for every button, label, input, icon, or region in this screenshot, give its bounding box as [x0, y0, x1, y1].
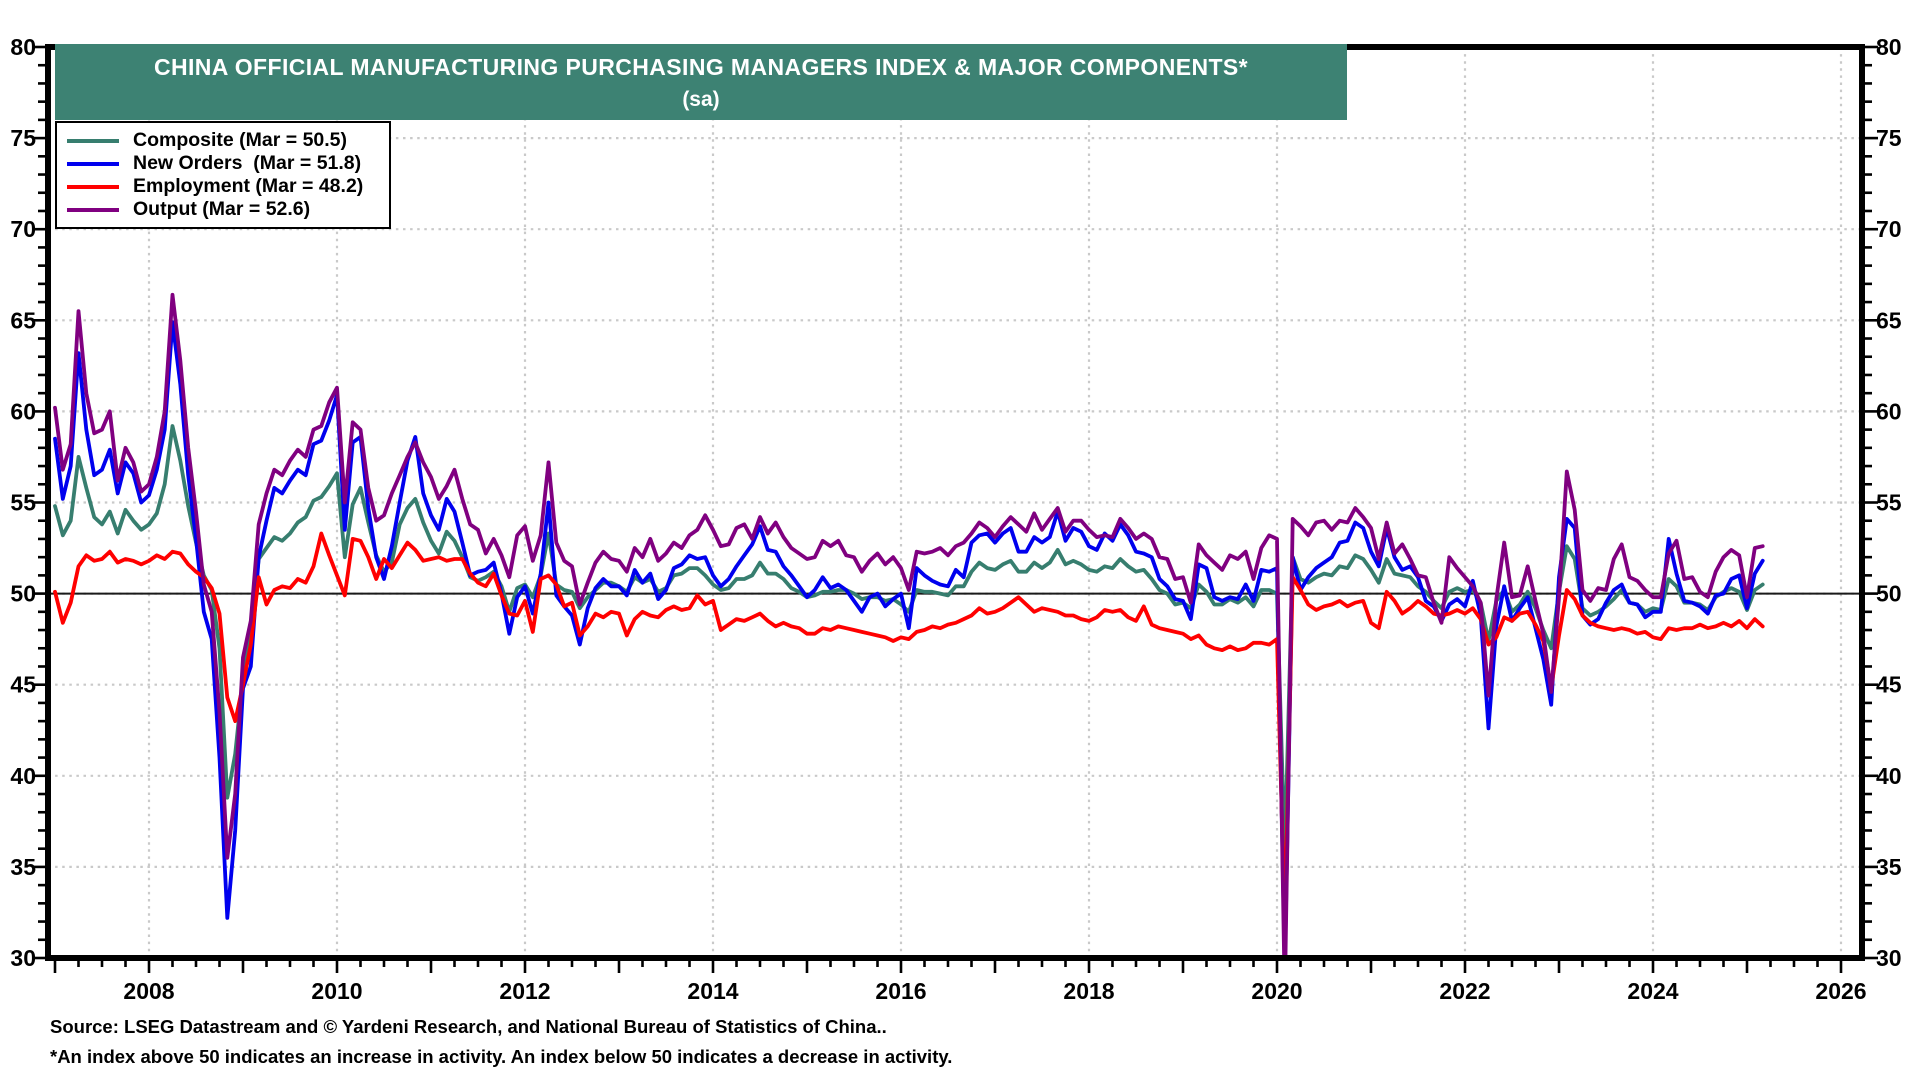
output-line-swatch-icon	[67, 207, 119, 212]
legend: Composite (Mar = 50.5) New Orders (Mar =…	[55, 121, 391, 229]
footnote-text: *An index above 50 indicates an increase…	[50, 1046, 953, 1067]
legend-item-composite: Composite (Mar = 50.5)	[67, 129, 389, 152]
x-axis-label-2016: 2016	[875, 978, 926, 1004]
y-axis-label-left-40: 40	[10, 763, 36, 789]
legend-label-composite: Composite (Mar = 50.5)	[133, 129, 348, 151]
y-axis-label-right-40: 40	[1876, 763, 1902, 789]
series-line-employment	[53, 531, 1765, 928]
x-axis-label-2026: 2026	[1815, 978, 1866, 1004]
x-axis-label-2020: 2020	[1251, 978, 1302, 1004]
new-orders-line-swatch-icon	[67, 161, 119, 166]
chart-title-bar: CHINA OFFICIAL MANUFACTURING PURCHASING …	[55, 44, 1347, 120]
y-axis-label-left-70: 70	[10, 216, 36, 242]
y-axis-label-right-70: 70	[1876, 216, 1902, 242]
chart-title: CHINA OFFICIAL MANUFACTURING PURCHASING …	[153, 54, 1248, 80]
y-axis-label-left-80: 80	[10, 34, 36, 60]
x-axis-label-2012: 2012	[499, 978, 550, 1004]
y-axis-label-left-65: 65	[10, 307, 36, 333]
x-axis-label-2022: 2022	[1439, 978, 1490, 1004]
series-line-new_orders	[53, 320, 1765, 955]
y-axis-label-left-55: 55	[10, 490, 36, 516]
chart-subtitle: (sa)	[682, 88, 720, 111]
x-axis-label-2018: 2018	[1063, 978, 1114, 1004]
y-axis-label-left-50: 50	[10, 581, 36, 607]
source-text: Source: LSEG Datastream and © Yardeni Re…	[50, 1016, 887, 1037]
y-axis-label-left-35: 35	[10, 854, 36, 880]
legend-item-new-orders: New Orders (Mar = 51.8)	[67, 152, 389, 175]
footer: Source: LSEG Datastream and © Yardeni Re…	[50, 1012, 952, 1072]
y-axis-label-left-45: 45	[10, 672, 36, 698]
employment-line-swatch-icon	[67, 184, 119, 189]
legend-item-employment: Employment (Mar = 48.2)	[67, 175, 389, 198]
series-line-output	[53, 292, 1765, 955]
legend-item-output: Output (Mar = 52.6)	[67, 198, 389, 221]
y-axis-label-right-50: 50	[1876, 581, 1902, 607]
y-axis-label-right-75: 75	[1876, 125, 1902, 151]
legend-label-output: Output (Mar = 52.6)	[133, 198, 311, 220]
y-axis-label-right-55: 55	[1876, 490, 1902, 516]
y-axis-label-right-65: 65	[1876, 307, 1902, 333]
y-axis-label-left-30: 30	[10, 945, 36, 971]
x-axis-label-2024: 2024	[1627, 978, 1678, 1004]
x-axis-label-2014: 2014	[687, 978, 738, 1004]
y-axis-label-right-45: 45	[1876, 672, 1902, 698]
y-axis-label-right-60: 60	[1876, 398, 1902, 424]
x-axis-label-2010: 2010	[311, 978, 362, 1004]
y-axis-label-right-35: 35	[1876, 854, 1902, 880]
legend-label-employment: Employment (Mar = 48.2)	[133, 175, 364, 197]
x-axis-label-2008: 2008	[123, 978, 174, 1004]
y-axis-label-right-80: 80	[1876, 34, 1902, 60]
composite-line-swatch-icon	[67, 138, 119, 143]
y-axis-label-left-60: 60	[10, 398, 36, 424]
y-axis-label-right-30: 30	[1876, 945, 1902, 971]
y-axis-label-left-75: 75	[10, 125, 36, 151]
legend-label-new-orders: New Orders (Mar = 51.8)	[133, 152, 362, 174]
